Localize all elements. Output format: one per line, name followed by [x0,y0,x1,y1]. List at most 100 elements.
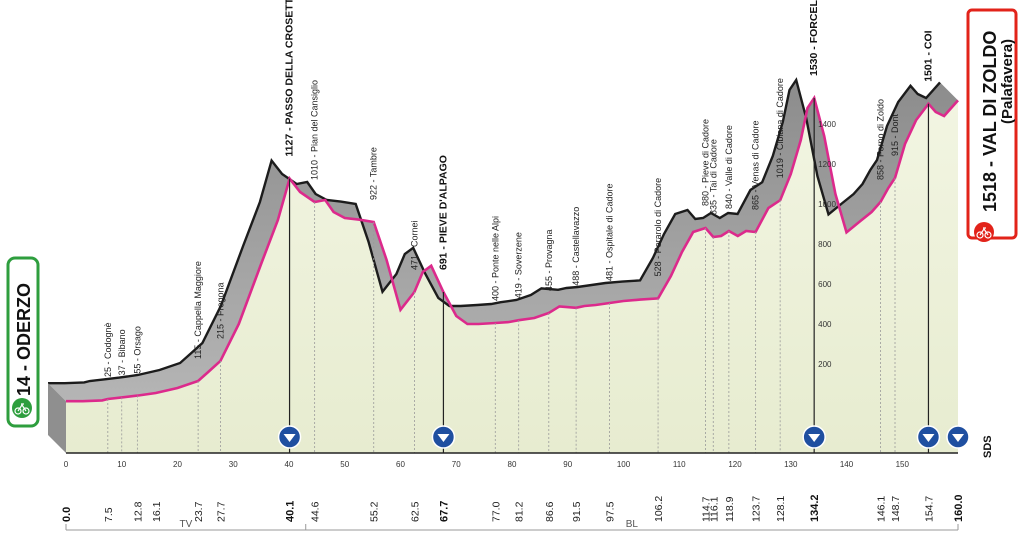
x-tick-label: 140 [840,460,854,469]
altitude-tick-label: 800 [818,240,832,249]
waypoint-label: 865 - Venas di Cadore [751,120,761,210]
x-tick-label: 120 [728,460,742,469]
waypoint-label: 691 - PIEVE D'ALPAGO [437,155,449,270]
altitude-scale: 200 400 600 800 1000 1200 1400 [818,120,836,369]
x-tick-label: 60 [396,460,405,469]
km-distance-labels: 0.0 7.5 12.8 16.1 23.7 27.7 40.1 44.6 55.2 62.5 67… [61,494,965,522]
x-tick-label: 40 [285,460,294,469]
waypoint-label: 528 - Perarolo di Cadore [653,178,663,277]
finish-bike-icon [974,222,994,242]
x-tick-label: 70 [452,460,461,469]
km-label: 23.7 [193,501,205,522]
km-label: 146.1 [876,496,888,522]
waypoint-label: 115 - Cappella Maggiore [193,261,203,359]
x-tick-label: 150 [896,460,910,469]
x-tick-label: 110 [673,460,686,469]
waypoint-label: 858 - Forno di Zoldo [876,99,886,180]
km-label: 86.6 [544,501,556,522]
waypoint-label: 835 - Tai di Cadore [708,139,718,215]
waypoint-label: 880 - Pieve di Cadore [700,119,710,206]
waypoint-label: 915 - Dont [890,113,900,156]
x-tick-label: 90 [563,460,572,469]
altitude-tick-label: 1200 [818,160,836,169]
waypoint-label: 1010 - Pian del Cansiglio [310,80,320,180]
x-tick-label: 30 [229,460,238,469]
x-tick-label: 10 [117,460,126,469]
x-tick-label: 80 [508,460,517,469]
km-label: 118.9 [724,496,736,522]
waypoint-dotted-lines [107,98,930,453]
start-finish-flag-icon [12,398,32,418]
profile-ground [48,77,959,453]
kom-marker-icon [916,425,941,449]
km-label: 40.1 [285,501,297,522]
start-location-box: 14 - ODERZO [6,256,40,428]
km-label: 67.7 [438,501,450,522]
km-label: 44.6 [310,501,322,522]
km-label: 81.2 [514,501,526,522]
waypoint-label: 400 - Ponte nelle Alpi [490,216,500,301]
altitude-tick-label: 600 [818,280,832,289]
waypoint-label: 55 - Orsago [132,326,142,374]
km-label: 16.1 [151,501,163,522]
finish-sublabel: (Palafavera) [999,39,1016,124]
kom-marker-icon [277,425,302,449]
region-label: TV [179,519,192,530]
start-label: 14 - ODERZO [14,283,34,396]
km-label: 0.0 [61,507,73,522]
waypoint-label: 471 - Cornei [409,220,419,270]
kom-marker-icon [802,425,826,449]
altitude-tick-label: 1400 [818,120,836,129]
km-label: 154.7 [923,496,935,522]
km-label: 97.5 [605,501,617,522]
region-label: BL [626,519,639,530]
km-label: 55.2 [369,501,381,522]
x-tick-label: 100 [617,460,631,469]
km-label: 160.0 [953,494,965,522]
waypoint-label: 840 - Valle di Cadore [724,125,734,209]
finish-label: 1518 - VAL DI ZOLDO [980,31,1000,212]
waypoint-label: 1019 - Cibiana di Cadore [775,78,785,178]
finish-location-box: 1518 - VAL DI ZOLDO (Palafavera) [966,8,1018,242]
region-bracket: TV BL [65,519,959,531]
waypoint-label: 922 - Tambre [369,147,379,200]
ridge-outline [48,77,941,385]
route-elevation-line [66,94,959,403]
waypoint-label: 1127 - PASSO DELLA CROSETTA [284,0,296,157]
altitude-tick-label: 400 [818,320,832,329]
waypoint-label: 488 - Castellavazzo [571,207,581,286]
km-label: 128.1 [775,496,787,522]
waypoint-label: 481 - Ospitale di Cadore [605,183,615,281]
km-label: 7.5 [103,507,115,522]
waypoint-label: 455 - Provagna [544,229,554,291]
waypoint-label: 419 - Soverzene [514,232,524,298]
kom-marker-icon [431,425,456,449]
km-label: 62.5 [409,501,421,522]
x-tick-label: 20 [173,460,182,469]
waypoint-label: 25 - Codognè [103,322,113,377]
km-label: 116.1 [708,496,720,522]
waypoint-label: 215 - Fregona [215,282,225,339]
x-tick-label: 0 [64,460,69,469]
terrain-left-face [48,383,66,453]
altitude-tick-label: 200 [818,360,832,369]
waypoint-label: 1530 - FORCELLA CIBIANA [808,0,820,76]
waypoint-label: 37 - Bibano [117,329,127,375]
km-label: 27.7 [215,501,227,522]
km-axis: 10 20 30 40 50 60 70 80 90 100 110 120 130 140 150 0 [64,452,958,469]
km-label: 134.2 [809,494,821,522]
km-label: 114.7 [700,496,712,522]
km-label: 12.8 [132,501,144,522]
km-label: 148.7 [890,496,902,522]
x-tick-label: 130 [784,460,798,469]
km-label: 106.2 [653,496,665,522]
x-tick-label: 50 [340,460,349,469]
km-label: 77.0 [490,501,502,522]
km-label: 123.7 [751,496,763,522]
waypoint-label: 1501 - COI [922,30,934,81]
sds-logo: SDS [982,435,994,458]
km-label: 91.5 [571,501,583,522]
waypoint-labels: 25 - Codognè 37 - Bibano 55 - Orsago 115 - … [103,0,935,377]
kom-marker-icon [946,425,970,449]
